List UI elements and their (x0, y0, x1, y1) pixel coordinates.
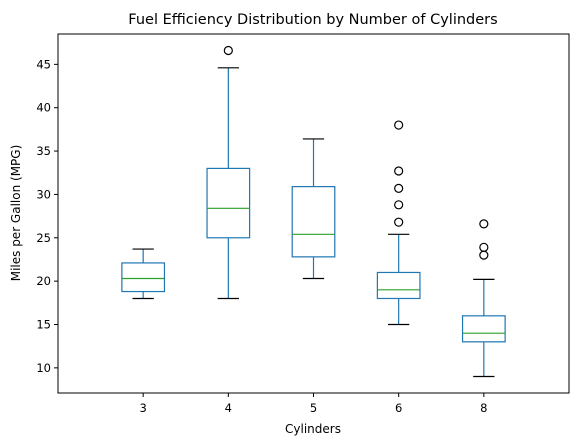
x-tick-label: 6 (395, 401, 402, 415)
y-tick-label: 45 (36, 57, 51, 71)
y-axis-label: Miles per Gallon (MPG) (9, 145, 23, 282)
box (461, 315, 506, 343)
outlier-point (394, 120, 404, 130)
y-tick-label: 25 (36, 231, 51, 245)
y-axis: 10 15 20 25 30 35 40 45 (36, 57, 58, 375)
x-axis-label: Cylinders (285, 422, 341, 436)
outlier-point (394, 166, 404, 176)
x-axis: 3 4 5 6 8 (140, 393, 487, 415)
y-tick-label: 30 (36, 187, 51, 201)
outlier-point (394, 217, 404, 227)
y-tick-label: 35 (36, 144, 51, 158)
x-tick-label: 5 (310, 401, 317, 415)
axes-frame (57, 33, 570, 394)
chart-title: Fuel Efficiency Distribution by Number o… (128, 12, 497, 28)
outlier-point (394, 183, 404, 193)
box-group-6 (376, 120, 421, 326)
box-group-8 (461, 219, 506, 378)
x-tick-label: 8 (480, 401, 487, 415)
outlier-point (394, 200, 404, 210)
box-group-5 (291, 138, 336, 280)
plot-area (121, 45, 506, 378)
outlier-point (223, 45, 233, 56)
y-tick-label: 10 (36, 361, 51, 375)
box (291, 186, 336, 258)
box (376, 271, 421, 300)
y-tick-label: 15 (36, 317, 51, 331)
box (206, 167, 251, 239)
box-group-4 (206, 45, 251, 300)
outlier-point (479, 219, 489, 229)
outlier-point (479, 242, 489, 252)
box-group-3 (121, 248, 166, 300)
y-tick-label: 20 (36, 274, 51, 288)
box (121, 262, 166, 293)
x-tick-label: 4 (225, 401, 232, 415)
outlier-point (479, 250, 489, 260)
y-tick-label: 40 (36, 101, 51, 115)
x-tick-label: 3 (140, 401, 147, 415)
